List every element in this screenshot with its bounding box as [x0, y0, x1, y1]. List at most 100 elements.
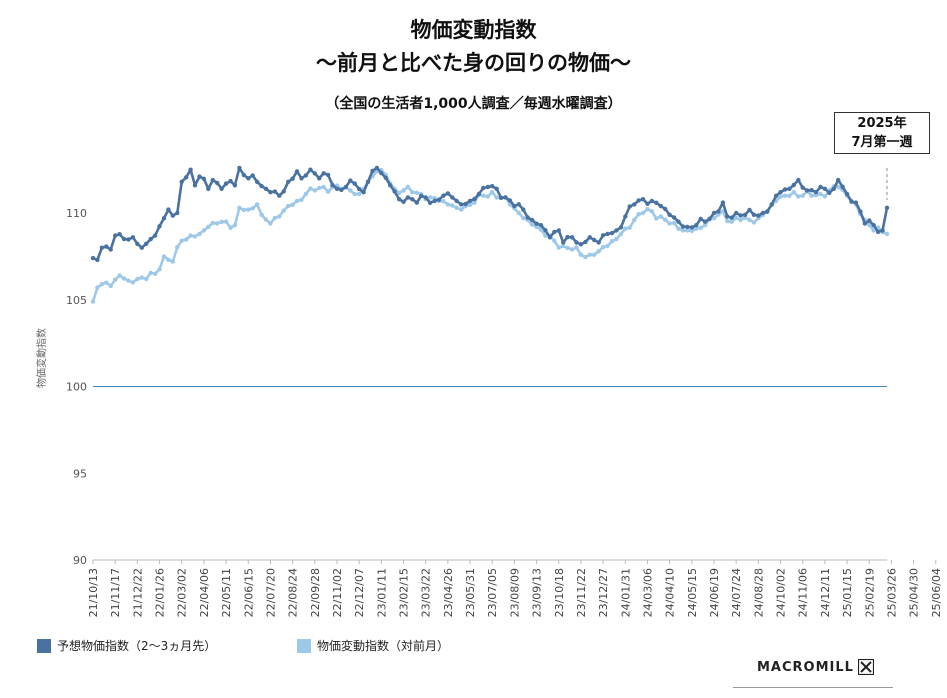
data-point: [685, 228, 690, 233]
data-point: [317, 185, 322, 191]
data-point: [658, 214, 663, 219]
x-tick-label: 24/07/24: [730, 568, 743, 617]
data-point: [587, 235, 592, 240]
data-point: [286, 179, 291, 184]
data-point: [649, 198, 655, 204]
legend-label: 予想物価指数（2～3ヵ月先）: [57, 639, 217, 653]
x-tick-label: 22/05/11: [220, 568, 233, 617]
data-point: [516, 210, 521, 216]
x-tick-label: 23/12/27: [597, 568, 610, 617]
data-point: [618, 225, 624, 230]
data-point: [476, 191, 482, 197]
x-tick-label: 23/05/31: [464, 568, 477, 617]
data-point: [836, 177, 841, 183]
data-point: [135, 276, 140, 282]
data-point: [246, 207, 251, 212]
x-tick-label: 25/03/26: [885, 568, 898, 617]
data-point: [228, 178, 233, 184]
data-point: [117, 273, 122, 278]
data-point: [689, 225, 694, 230]
data-point: [374, 165, 380, 171]
data-point: [836, 184, 841, 190]
data-point: [259, 183, 264, 189]
data-point: [796, 177, 801, 183]
data-point: [640, 197, 646, 202]
data-point: [144, 241, 149, 246]
latest-week-callout: 2025年 7月第一週: [834, 112, 930, 154]
data-point: [676, 219, 681, 224]
data-point: [698, 225, 703, 231]
data-point: [734, 210, 739, 216]
data-point: [454, 198, 459, 204]
data-point: [734, 215, 739, 221]
x-tick-label: 22/11/02: [331, 568, 344, 617]
data-point: [498, 195, 504, 201]
data-point: [716, 212, 721, 217]
x-tick-label: 24/12/11: [819, 568, 832, 617]
data-point: [268, 221, 273, 226]
data-point: [325, 172, 331, 178]
data-point: [219, 219, 224, 225]
data-point: [201, 228, 207, 233]
data-point: [113, 277, 118, 282]
grid: [93, 386, 887, 561]
data-point: [875, 229, 881, 235]
x-tick-label: 24/11/06: [797, 568, 810, 617]
data-point: [556, 228, 561, 233]
data-point: [707, 216, 712, 222]
data-point: [263, 217, 269, 222]
legend-label: 物価変動指数（対前月）: [317, 639, 450, 653]
data-point: [756, 213, 761, 218]
data-point: [392, 189, 397, 194]
data-point: [459, 202, 464, 207]
data-point: [578, 252, 584, 257]
data-point: [884, 231, 890, 237]
data-point: [352, 191, 357, 197]
data-point: [215, 221, 220, 226]
data-point: [574, 245, 579, 250]
data-point: [206, 186, 211, 191]
x-tick-label: 24/01/31: [619, 568, 632, 617]
data-point: [117, 232, 122, 237]
data-point: [694, 226, 699, 231]
data-point: [840, 184, 845, 189]
data-point: [126, 278, 131, 283]
data-point: [188, 233, 193, 238]
data-point: [427, 195, 433, 200]
data-point: [321, 184, 326, 190]
logo-underline: [733, 687, 893, 688]
data-point: [432, 198, 437, 204]
x-tick-label: 23/10/18: [553, 568, 566, 617]
data-point: [259, 212, 264, 217]
data-point: [184, 175, 189, 180]
data-point: [250, 173, 255, 178]
x-tick-label: 25/06/04: [930, 568, 943, 617]
data-point: [330, 182, 335, 188]
legend-item-actual[interactable]: 物価変動指数（対前月）: [297, 637, 449, 654]
legend-item-expected[interactable]: 予想物価指数（2～3ヵ月先）: [37, 637, 216, 654]
data-point: [450, 203, 455, 208]
data-point: [104, 244, 109, 249]
data-point: [144, 276, 149, 282]
data-point: [627, 225, 632, 230]
x-tick-label: 23/11/22: [575, 568, 588, 617]
data-point: [556, 245, 561, 250]
data-point: [459, 207, 464, 212]
data-point: [521, 207, 526, 212]
data-point: [157, 224, 162, 229]
data-point: [188, 167, 193, 172]
data-point: [818, 191, 823, 197]
data-point: [521, 215, 526, 221]
data-point: [254, 202, 260, 207]
data-point: [800, 193, 805, 198]
data-point: [281, 208, 286, 213]
data-point: [450, 195, 455, 200]
data-point: [414, 190, 419, 195]
data-point: [561, 243, 566, 249]
data-point: [210, 220, 215, 226]
data-point: [472, 200, 477, 205]
data-point: [441, 199, 446, 204]
data-point: [192, 183, 198, 188]
data-point: [90, 255, 96, 261]
data-point: [645, 201, 650, 206]
